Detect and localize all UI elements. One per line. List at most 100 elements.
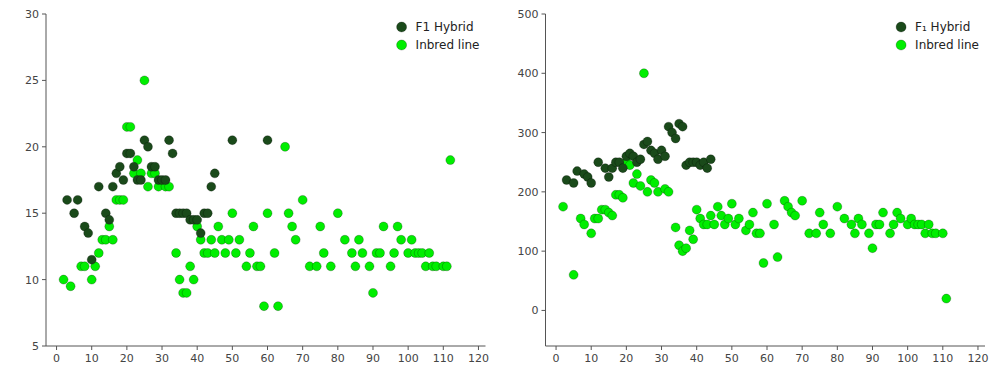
point bbox=[587, 229, 596, 238]
point bbox=[798, 196, 807, 205]
y-tick-label: 0 bbox=[532, 304, 539, 317]
point bbox=[108, 235, 117, 244]
point bbox=[368, 288, 377, 297]
legend-swatch bbox=[896, 22, 906, 32]
x-tick bbox=[408, 346, 409, 350]
y-tick bbox=[42, 146, 46, 147]
point bbox=[354, 235, 363, 244]
x-axis bbox=[46, 346, 486, 347]
point bbox=[671, 223, 680, 232]
y-axis bbox=[46, 14, 47, 346]
legend-swatch bbox=[896, 40, 906, 50]
point bbox=[770, 220, 779, 229]
x-tick bbox=[126, 346, 127, 350]
y-tick bbox=[542, 73, 546, 74]
point bbox=[703, 164, 712, 173]
point bbox=[924, 220, 933, 229]
point bbox=[608, 211, 617, 220]
point bbox=[812, 229, 821, 238]
x-tick-label: 60 bbox=[760, 352, 774, 365]
point bbox=[682, 244, 691, 253]
x-tick-label: 110 bbox=[433, 352, 454, 365]
legend-label: F1 Hybrid bbox=[416, 20, 474, 34]
x-tick bbox=[767, 346, 768, 350]
point bbox=[868, 244, 877, 253]
point bbox=[942, 294, 951, 303]
point bbox=[446, 156, 455, 165]
x-tick bbox=[302, 346, 303, 350]
x-tick-label: 70 bbox=[795, 352, 809, 365]
point bbox=[569, 178, 578, 187]
legend-swatch bbox=[397, 22, 407, 32]
point bbox=[857, 220, 866, 229]
point bbox=[407, 235, 416, 244]
point bbox=[755, 229, 764, 238]
point bbox=[643, 137, 652, 146]
y-tick-label: 200 bbox=[518, 186, 539, 199]
point bbox=[864, 229, 873, 238]
y-tick bbox=[42, 80, 46, 81]
x-tick bbox=[372, 346, 373, 350]
legend-label: Inbred line bbox=[915, 38, 979, 52]
point bbox=[379, 222, 388, 231]
point bbox=[763, 199, 772, 208]
point bbox=[140, 76, 149, 85]
point bbox=[390, 249, 399, 258]
point bbox=[73, 195, 82, 204]
point bbox=[650, 178, 659, 187]
point bbox=[710, 220, 719, 229]
x-tick bbox=[443, 346, 444, 350]
x-tick bbox=[837, 346, 838, 350]
x-tick-label: 90 bbox=[865, 352, 879, 365]
series bbox=[562, 119, 715, 187]
point bbox=[678, 122, 687, 131]
point bbox=[63, 195, 72, 204]
y-axis bbox=[545, 14, 546, 346]
x-tick-label: 50 bbox=[725, 352, 739, 365]
y-tick-label: 400 bbox=[518, 67, 539, 80]
series bbox=[63, 136, 272, 265]
point bbox=[376, 249, 385, 258]
point bbox=[87, 255, 96, 264]
point bbox=[193, 215, 202, 224]
series bbox=[559, 69, 951, 303]
point bbox=[365, 262, 374, 271]
point bbox=[587, 178, 596, 187]
x-tick bbox=[626, 346, 627, 350]
y-tick bbox=[542, 14, 546, 15]
point bbox=[196, 229, 205, 238]
point bbox=[326, 262, 335, 271]
point bbox=[333, 209, 342, 218]
point bbox=[316, 222, 325, 231]
x-tick-label: 80 bbox=[331, 352, 345, 365]
point bbox=[580, 220, 589, 229]
point bbox=[340, 235, 349, 244]
point bbox=[604, 173, 613, 182]
panel: 010203040506070809010011012051015202530F… bbox=[25, 8, 489, 365]
x-tick-label: 50 bbox=[225, 352, 239, 365]
point bbox=[727, 199, 736, 208]
legend: F₁ HybridInbred line bbox=[896, 20, 979, 52]
point bbox=[274, 302, 283, 311]
y-tick-label: 20 bbox=[25, 141, 39, 154]
x-tick-label: 30 bbox=[655, 352, 669, 365]
point bbox=[136, 176, 145, 185]
point bbox=[94, 249, 103, 258]
point bbox=[210, 169, 219, 178]
y-tick bbox=[542, 132, 546, 133]
point bbox=[80, 262, 89, 271]
point bbox=[221, 249, 230, 258]
y-tick-label: 500 bbox=[518, 8, 539, 21]
x-tick bbox=[56, 346, 57, 350]
x-tick bbox=[696, 346, 697, 350]
point bbox=[168, 149, 177, 158]
point bbox=[661, 152, 670, 161]
point bbox=[242, 262, 251, 271]
point bbox=[94, 182, 103, 191]
point bbox=[298, 195, 307, 204]
point bbox=[143, 142, 152, 151]
point bbox=[270, 249, 279, 258]
y-tick bbox=[42, 346, 46, 347]
x-tick bbox=[232, 346, 233, 350]
point bbox=[207, 235, 216, 244]
